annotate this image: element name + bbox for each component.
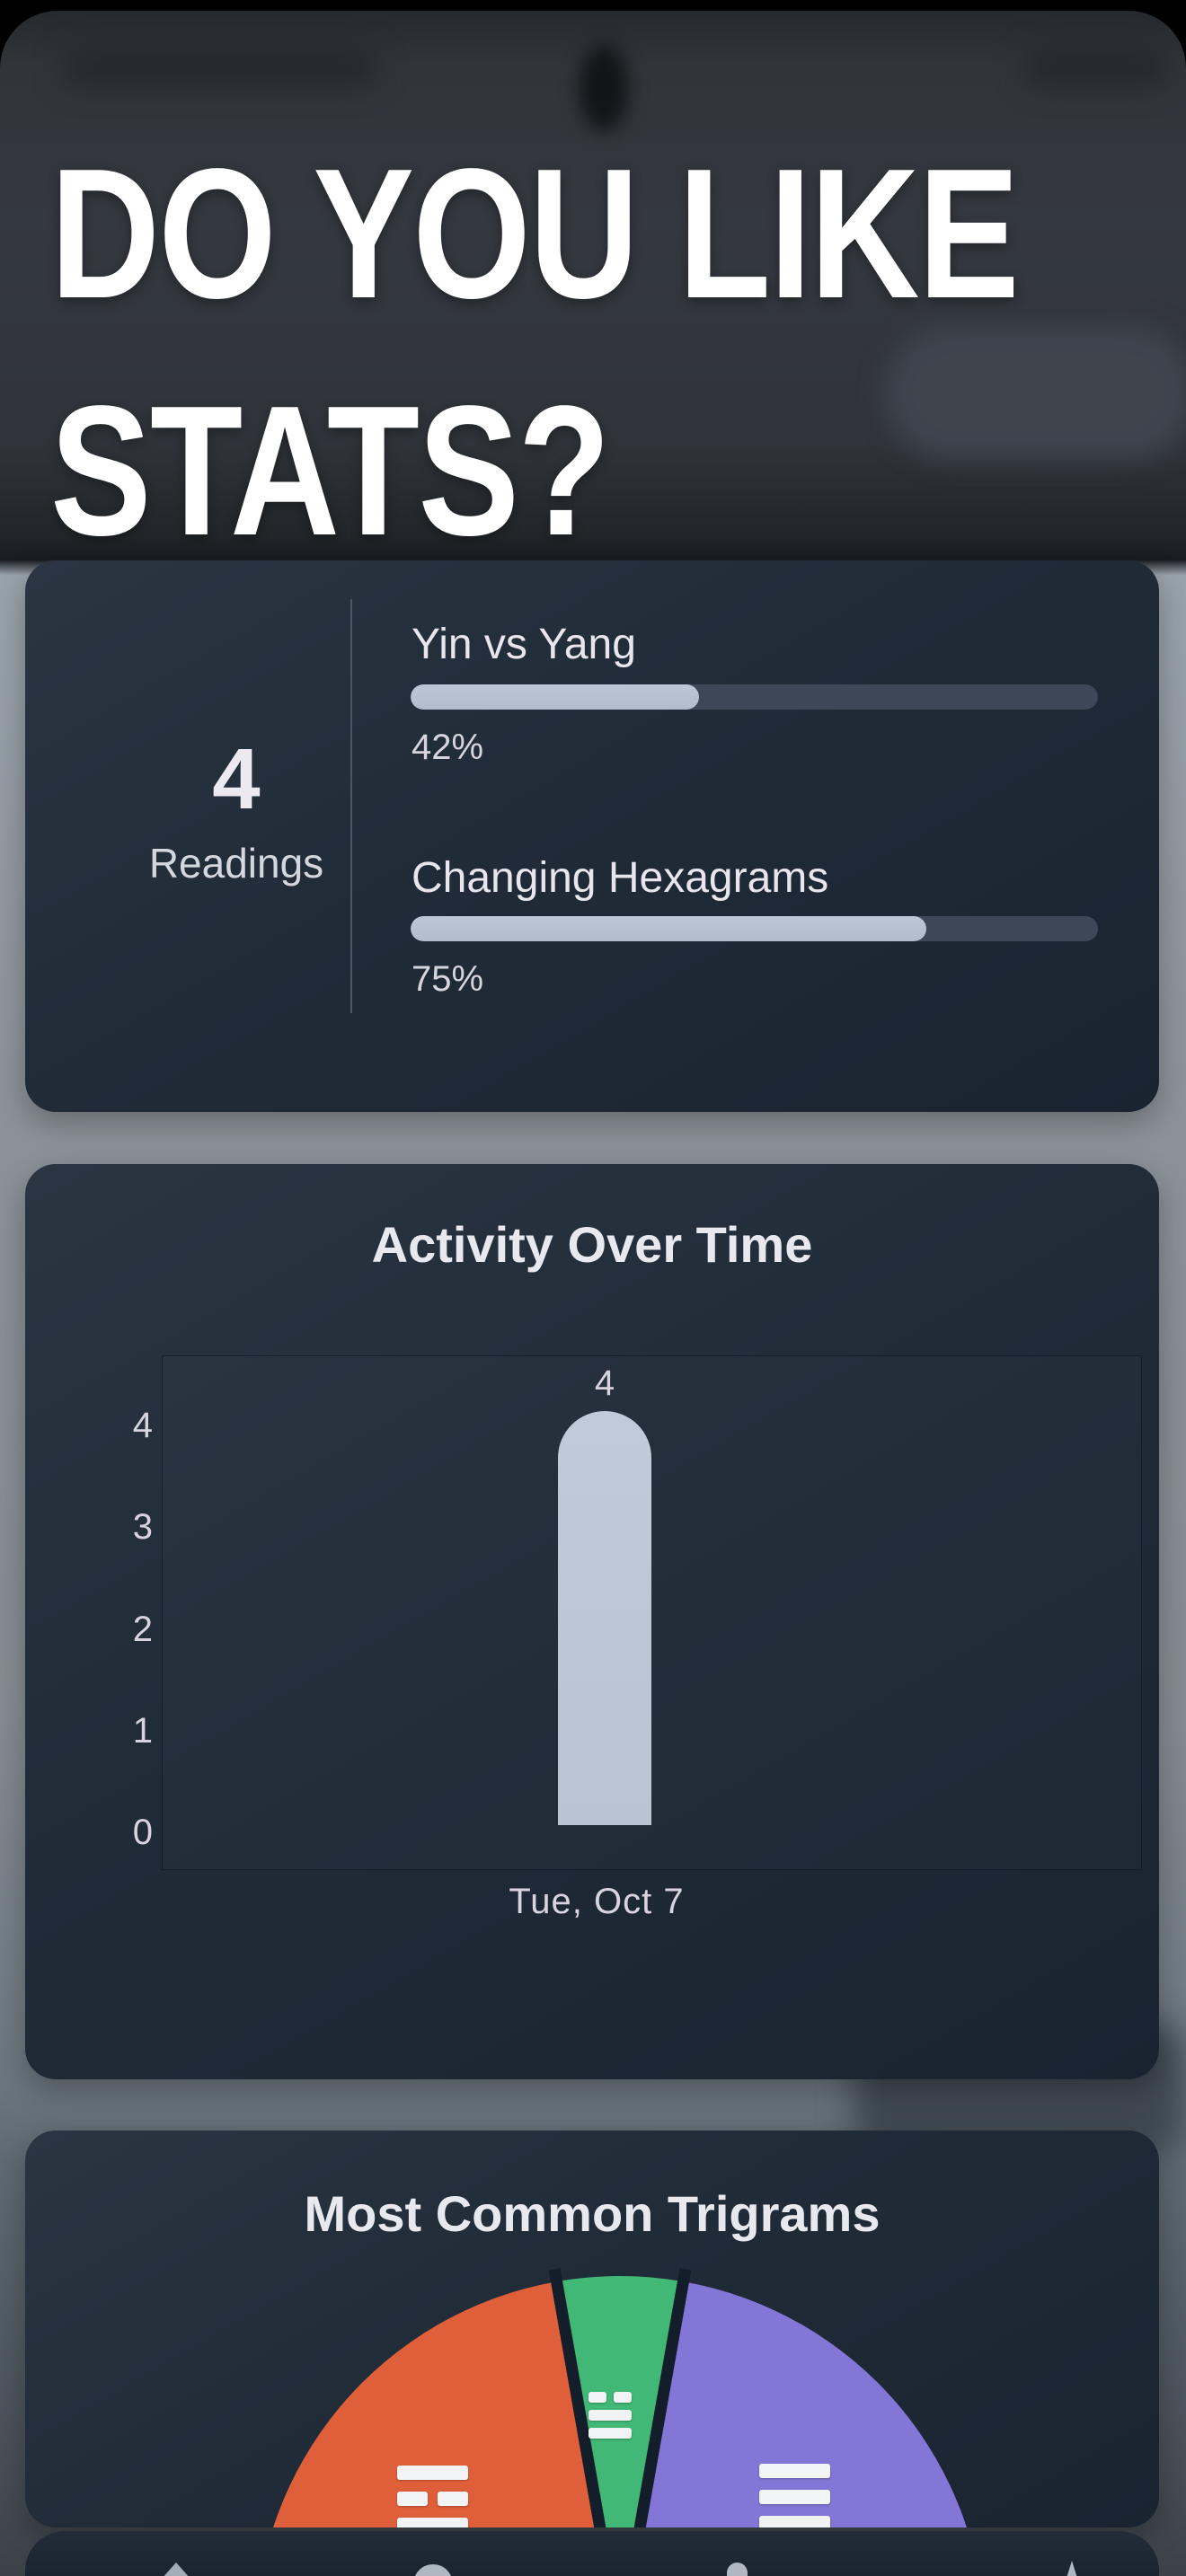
status-bar-blur-right — [1024, 49, 1168, 85]
trigram-symbol-0 — [397, 2466, 468, 2527]
phone-screen: DO YOU LIKE STATS? 4 Readings Yin vs Yan… — [0, 11, 1186, 2576]
metric-percent-changing-hexagrams: 75% — [412, 959, 484, 999]
pie-slice-gap — [633, 2268, 692, 2527]
trigrams-chart-card: Most Common Trigrams — [25, 2130, 1159, 2527]
metric-label-changing-hexagrams: Changing Hexagrams — [412, 854, 829, 902]
metric-label-yin-vs-yang: Yin vs Yang — [412, 621, 636, 668]
status-bar-blur-left — [63, 49, 377, 85]
y-tick: 2 — [132, 1609, 153, 1649]
y-tick: 3 — [132, 1507, 153, 1548]
trigram-line-solid — [759, 2516, 830, 2527]
trigram-line-solid — [589, 2410, 632, 2421]
star-icon[interactable] — [1044, 2561, 1100, 2576]
y-axis-ticks: 4 3 2 1 0 — [25, 1407, 153, 1850]
vertical-divider — [350, 599, 352, 1013]
readings-count-label: Readings — [148, 840, 324, 887]
progress-fill — [411, 916, 926, 941]
blurred-button — [885, 325, 1186, 460]
pie-slice-0 — [273, 2281, 600, 2527]
progress-bar-yin-vs-yang — [411, 684, 1098, 710]
activity-chart-title: Activity Over Time — [371, 1216, 813, 1273]
activity-bar — [558, 1411, 651, 1825]
bar-value-label: 4 — [594, 1363, 615, 1403]
trigram-line-broken — [397, 2492, 468, 2506]
trigram-line-solid — [397, 2518, 468, 2527]
marketing-headline: DO YOU LIKE STATS? — [50, 116, 1020, 589]
headline-line1: DO YOU LIKE — [50, 130, 1020, 337]
y-tick: 0 — [132, 1813, 153, 1852]
pie-slice-2 — [640, 2281, 967, 2527]
headline-line2: STATS? — [50, 366, 611, 574]
trigrams-chart-title: Most Common Trigrams — [304, 2185, 881, 2242]
hexagram-triangle-icon[interactable] — [162, 2563, 190, 2576]
bottom-nav-bar — [25, 2531, 1159, 2576]
trigram-line-solid — [397, 2466, 468, 2480]
yin-yang-circle-icon[interactable] — [413, 2564, 453, 2576]
y-tick: 1 — [132, 1710, 153, 1751]
trigram-symbol-2 — [759, 2464, 830, 2527]
trigram-line-broken — [589, 2392, 632, 2403]
chart-plot-area — [162, 1355, 1142, 1870]
trigram-line-solid — [589, 2428, 632, 2439]
reading-pill-icon[interactable] — [727, 2563, 748, 2576]
trigram-symbol-1 — [589, 2392, 632, 2446]
metric-percent-yin-vs-yang: 42% — [412, 728, 484, 767]
pie-slice-gap — [548, 2268, 606, 2527]
trigram-pie — [273, 2268, 967, 2527]
camera-punch-hole — [580, 45, 628, 131]
trigram-line-solid — [759, 2490, 830, 2504]
x-axis-label: Tue, Oct 7 — [509, 1882, 685, 1921]
y-tick: 4 — [132, 1406, 153, 1445]
progress-fill — [411, 684, 700, 710]
readings-summary-card: 4 Readings Yin vs Yang 42% Changing Hexa… — [25, 560, 1159, 1112]
progress-bar-changing-hexagrams — [411, 916, 1098, 941]
trigram-line-solid — [759, 2464, 830, 2478]
activity-chart-card: Activity Over Time 4 3 2 1 0 4 Tue, Oct 7 — [25, 1164, 1159, 2079]
readings-count: 4 — [212, 731, 261, 827]
